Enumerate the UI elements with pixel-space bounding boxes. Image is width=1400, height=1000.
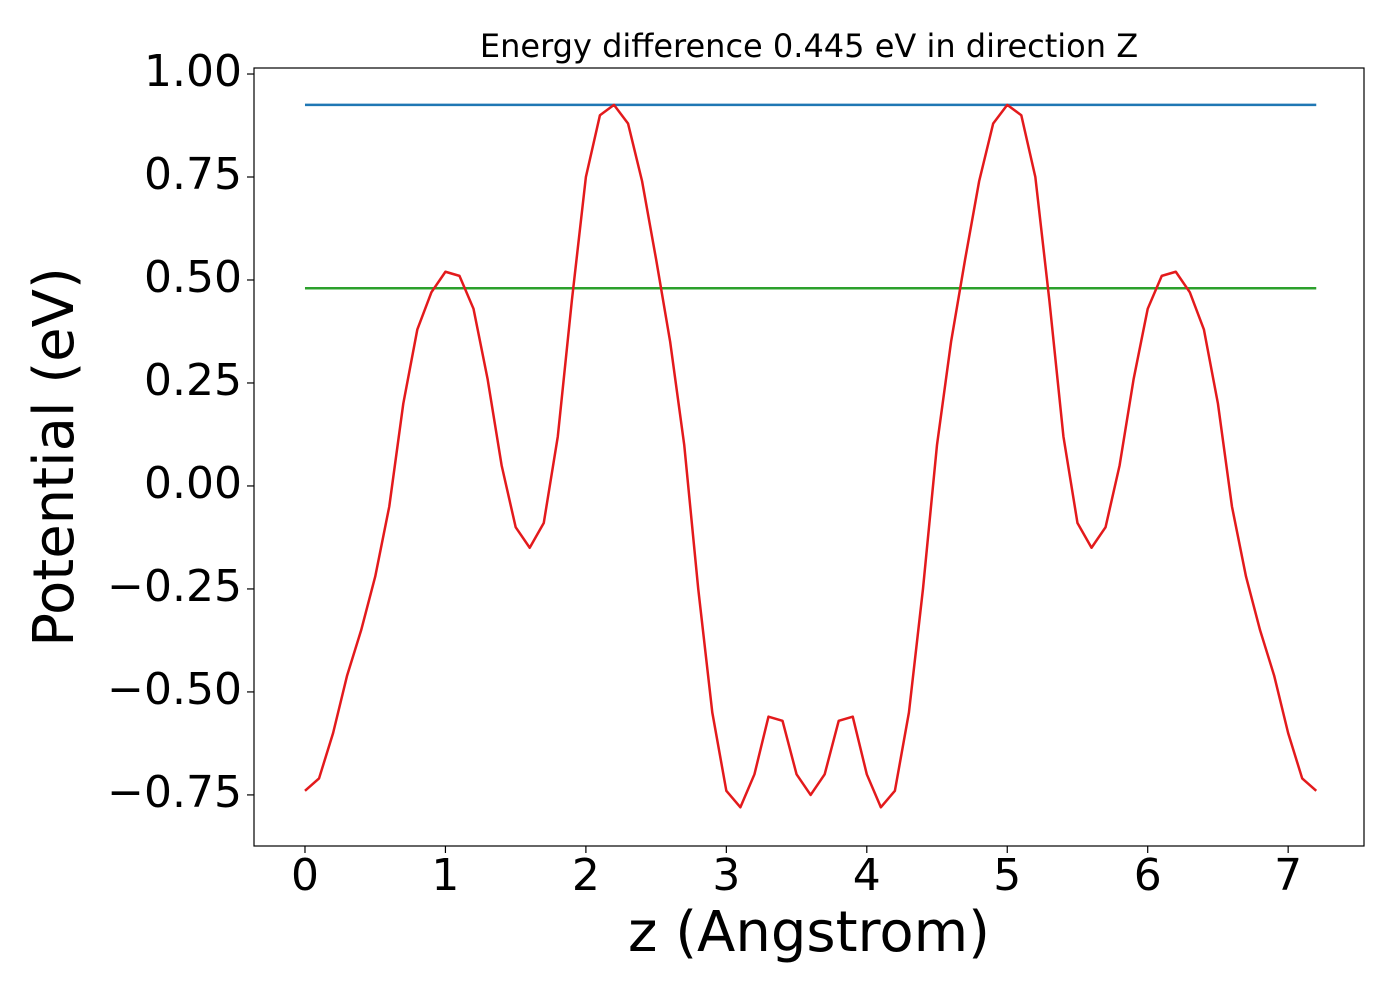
y-axis-label: Potential (eV) [22,267,87,647]
x-tick-label: 3 [712,850,740,901]
y-tick-label: 0.50 [144,252,242,303]
line-series [304,103,1318,809]
chart-title: Energy difference 0.445 eV in direction … [480,27,1138,65]
x-tick-label: 1 [431,850,459,901]
y-tick-label: −0.75 [107,767,242,818]
x-axis-label: z (Angstrom) [628,900,990,965]
y-tick-label: 0.00 [144,458,242,509]
x-tick-label: 7 [1274,850,1302,901]
y-tick-label: −0.50 [107,664,242,715]
plot-frame [253,67,1365,847]
x-tick-label: 4 [853,850,881,901]
x-tick-label: 2 [572,850,600,901]
x-tick-label: 0 [291,850,319,901]
y-tick-label: 0.75 [144,149,242,200]
y-tick-label: −0.25 [107,561,242,612]
y-tick-label: 1.00 [144,46,242,97]
x-tick-label: 5 [993,850,1021,901]
x-tick-label: 6 [1134,850,1162,901]
y-tick-label: 0.25 [144,355,242,406]
